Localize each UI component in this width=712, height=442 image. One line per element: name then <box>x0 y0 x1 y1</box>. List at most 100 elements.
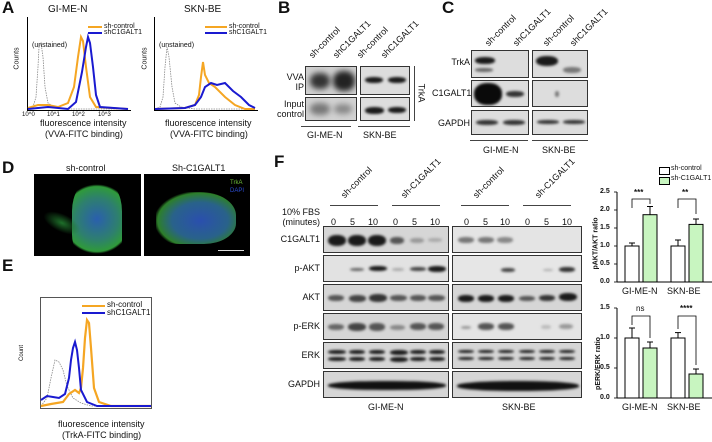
blot-vva-gimen <box>305 66 357 95</box>
row-label: TrkA <box>451 57 470 67</box>
x-axis-sublabel: (VVA-FITC binding) <box>45 129 123 139</box>
row-label: GAPDH <box>287 379 320 389</box>
timepoint: 0 <box>393 217 399 227</box>
x-category: SKN-BE <box>667 286 701 296</box>
timepoint: 10 <box>430 217 441 227</box>
x-axis-label: fluorescence intensity <box>165 118 252 128</box>
x-tick: 10^2 <box>72 112 85 118</box>
side-label-trka: TrkA <box>416 83 427 103</box>
row-label: p-ERK <box>293 321 320 331</box>
timepoint: 5 <box>544 217 550 227</box>
x-axis-label: fluorescence intensity <box>58 419 145 429</box>
y-tick: 0.0 <box>600 278 610 285</box>
panel-label-b: B <box>278 0 291 17</box>
y-tick: 2.0 <box>600 206 610 213</box>
legend-sh-control: sh-control <box>104 23 135 30</box>
y-tick: 2.5 <box>600 188 610 195</box>
legend-shc1galt1: shC1GALT1 <box>229 29 267 36</box>
plot-title-sknbe: SKN-BE <box>184 4 222 15</box>
panel-label-f: F <box>274 152 285 171</box>
y-axis-label: Count <box>19 344 26 362</box>
x-category: SKN-BE <box>667 402 701 412</box>
group-label-sknbe: SKN-BE <box>363 130 397 140</box>
timepoint: 10 <box>500 217 511 227</box>
blot-vva-sknbe <box>360 66 410 95</box>
image-title-knockdown: Sh-C1GALT1 <box>172 163 226 173</box>
flow-plot-trka: sh-control shC1GALT1 <box>40 297 152 409</box>
flow-plot-sknbe: sh-control shC1GALT1 (unstained) <box>154 17 267 111</box>
blot-c1galt1-sknbe <box>532 80 588 107</box>
y-axis-label: Counts <box>13 47 21 70</box>
group-header: sh-control <box>338 164 374 200</box>
y-tick: 1.5 <box>600 304 610 311</box>
treatment-unit: (minutes) <box>282 217 320 227</box>
cell-line-label: GI-ME-N <box>368 402 404 412</box>
legend-shc1galt1: shC1GALT1 <box>104 29 142 36</box>
bar-chart-perk-svg <box>614 307 712 399</box>
y-axis-label: pAKT/AKT ratio <box>592 217 600 270</box>
group-header: sh-C1GALT1 <box>532 156 577 200</box>
group-header: sh-control <box>470 164 506 200</box>
group-underline <box>461 205 509 206</box>
x-axis-label: fluorescence intensity <box>40 118 127 128</box>
y-tick: 1.5 <box>600 224 610 231</box>
legend-swatch-control <box>659 167 670 175</box>
scale-bar <box>218 250 244 251</box>
timepoint: 5 <box>350 217 356 227</box>
unstained-label: (unstained) <box>32 42 68 49</box>
group-label-gimen: GI-ME-N <box>483 145 519 155</box>
group-underline <box>301 126 351 127</box>
treatment-label: 10% FBS <box>281 207 320 217</box>
blot-input-gimen <box>305 97 357 121</box>
blot-gapdh-gimen <box>323 371 449 398</box>
blot-gapdh-sknbe <box>532 110 588 135</box>
significance-label: ns <box>636 304 645 313</box>
y-tick: 1.0 <box>600 242 610 249</box>
blot-trka-gimen <box>471 50 529 78</box>
timepoint: 10 <box>562 217 573 227</box>
legend-sh-control: sh-control <box>107 300 143 309</box>
blot-input-sknbe <box>360 97 410 121</box>
row-label-control: control <box>276 109 304 119</box>
y-axis-label: Counts <box>141 47 149 70</box>
legend-label-control: sh-control <box>671 165 702 172</box>
blot-perk-gimen <box>323 313 449 340</box>
x-axis-sublabel: (TrkA-FITC binding) <box>62 430 142 440</box>
legend-label-knockdown: sh-C1GALT1 <box>671 175 712 182</box>
y-tick: 0.0 <box>600 394 610 401</box>
row-label: AKT <box>302 292 320 302</box>
group-label-gimen: GI-ME-N <box>307 130 343 140</box>
group-header: sh-C1GALT1 <box>398 156 443 200</box>
image-title-control: sh-control <box>66 163 106 173</box>
group-label-sknbe: SKN-BE <box>542 145 576 155</box>
significance-label: ** <box>682 188 689 197</box>
blot-c1galt1-gimen <box>323 226 449 253</box>
unstained-label: (unstained) <box>159 42 195 49</box>
cell-line-label: SKN-BE <box>502 402 536 412</box>
row-label: GAPDH <box>437 118 470 128</box>
timepoint: 5 <box>483 217 489 227</box>
row-label: p-AKT <box>294 263 320 273</box>
panel-label-c: C <box>442 0 455 17</box>
blot-perk-sknbe <box>452 313 582 340</box>
blot-akt-gimen <box>323 284 449 311</box>
blot-pakt-gimen <box>323 255 449 282</box>
y-tick: 0.5 <box>600 260 610 267</box>
group-underline <box>532 140 588 141</box>
channel-label-dapi: DAPI <box>230 188 245 194</box>
panel-label-e: E <box>2 256 14 275</box>
panel-label-a: A <box>2 0 15 17</box>
x-tick: 10^3 <box>98 112 111 118</box>
bar-chart-pakt: *** ** <box>614 188 712 284</box>
legend-swatch-knockdown <box>659 177 670 185</box>
bar-chart-perk: ns **** <box>614 304 712 400</box>
legend-shc1galt1: shC1GALT1 <box>107 308 151 317</box>
flow-plot-gimen: sh-control shC1GALT1 (unstained) <box>27 17 142 111</box>
legend-sh-control: sh-control <box>229 23 260 30</box>
row-label-ip: IP <box>295 82 304 92</box>
group-underline <box>470 140 528 141</box>
blot-c1galt1-gimen <box>471 80 529 107</box>
flow-histogram-gimen <box>27 26 129 111</box>
row-label-vva: VVA <box>286 72 304 82</box>
x-axis-sublabel: (VVA-FITC binding) <box>170 129 248 139</box>
